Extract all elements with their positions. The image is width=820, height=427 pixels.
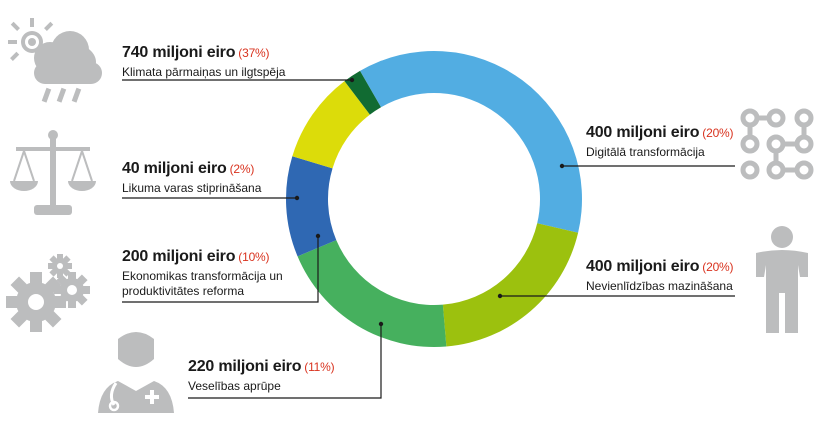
- slice-digital: [442, 223, 579, 347]
- amount-healthcare: 220 miljoni eiro (11%): [188, 358, 335, 376]
- label-inequality: 400 miljoni eiro (20%) Nevienlīdzības maz…: [586, 258, 734, 294]
- caption-line: Digitālā transformācija: [586, 145, 705, 159]
- percent-text: (10%): [238, 250, 270, 264]
- person-icon: [756, 226, 808, 333]
- connector-dot-digital: [559, 163, 565, 169]
- weather-icon: [8, 18, 102, 103]
- slice-inequality: [297, 240, 447, 347]
- caption-economy: Ekonomikas transformācija un produktivit…: [122, 269, 283, 299]
- percent-text: (20%): [702, 260, 734, 274]
- slice-rule-of-law: [344, 70, 381, 115]
- donut-slices: [286, 50, 582, 347]
- connector-dot-rule-of-law: [294, 195, 300, 201]
- connector-dot-inequality: [497, 293, 503, 299]
- connector-healthcare: [188, 324, 382, 399]
- connector-dot-climate: [349, 77, 355, 83]
- percent-text: (2%): [229, 162, 255, 176]
- slice-climate: [360, 50, 582, 233]
- amount-digital: 400 miljoni eiro (20%): [586, 124, 734, 142]
- connector-dot-economy: [315, 233, 321, 239]
- digital-network-icon: [740, 108, 814, 180]
- caption-healthcare: Veselības aprūpe: [188, 379, 334, 394]
- connector-lines: [122, 77, 735, 399]
- amount-text: 40 miljoni eiro: [122, 160, 227, 177]
- connector-economy: [122, 236, 319, 303]
- label-climate: 740 miljoni eiro (37%) Klimata pārmaiņas …: [122, 44, 285, 80]
- caption-climate: Klimata pārmaiņas un ilgtspēja: [122, 65, 285, 80]
- connector-dot-healthcare: [378, 321, 384, 327]
- caption-line: Klimata pārmaiņas un ilgtspēja: [122, 65, 286, 79]
- caption-line: Likuma varas stiprināšana: [122, 181, 262, 195]
- percent-text: (11%): [304, 360, 335, 374]
- caption-rule-of-law: Likuma varas stiprināšana: [122, 181, 261, 196]
- caption-line: Nevienlīdzības mazināšana: [586, 279, 733, 293]
- slice-healthcare: [286, 156, 337, 257]
- amount-text: 740 miljoni eiro: [122, 44, 236, 61]
- label-rule-of-law: 40 miljoni eiro (2%) Likuma varas stiprin…: [122, 160, 261, 196]
- amount-text: 400 miljoni eiro: [586, 258, 700, 275]
- amount-text: 200 miljoni eiro: [122, 248, 236, 265]
- label-digital: 400 miljoni eiro (20%) Digitālā transform…: [586, 124, 734, 160]
- caption-line: Ekonomikas transformācija un: [122, 269, 283, 283]
- scales-icon: [10, 130, 96, 215]
- caption-line: Veselības aprūpe: [188, 379, 281, 393]
- percent-text: (37%): [238, 46, 270, 60]
- doctor-icon: [98, 332, 174, 413]
- percent-text: (20%): [702, 126, 734, 140]
- amount-economy: 200 miljoni eiro (10%): [122, 248, 283, 266]
- caption-inequality: Nevienlīdzības mazināšana: [586, 279, 733, 294]
- label-healthcare: 220 miljoni eiro (11%) Veselības aprūpe: [188, 358, 335, 394]
- label-economy: 200 miljoni eiro (10%) Ekonomikas transfo…: [122, 248, 283, 299]
- caption-digital: Digitālā transformācija: [586, 145, 733, 160]
- amount-text: 220 miljoni eiro: [188, 358, 302, 375]
- amount-text: 400 miljoni eiro: [586, 124, 700, 141]
- slice-economy: [292, 81, 370, 169]
- amount-inequality: 400 miljoni eiro (20%): [586, 258, 734, 276]
- caption-line: produktivitātes reforma: [122, 284, 245, 298]
- amount-rule-of-law: 40 miljoni eiro (2%): [122, 160, 261, 178]
- amount-climate: 740 miljoni eiro (37%): [122, 44, 285, 62]
- gears-icon: [6, 254, 90, 332]
